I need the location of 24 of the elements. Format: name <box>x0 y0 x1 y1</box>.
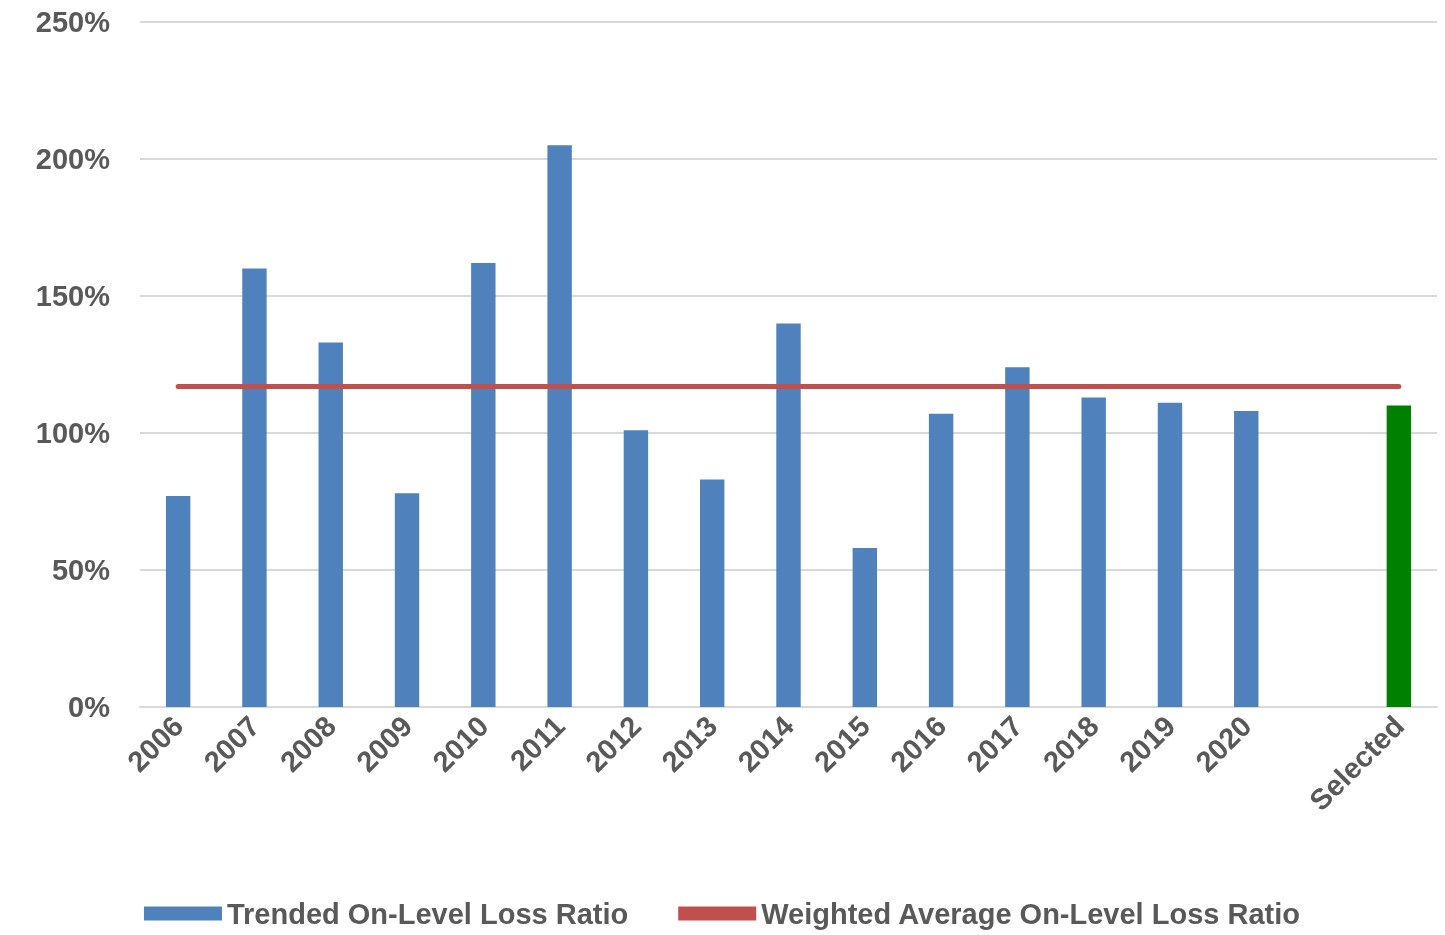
y-tick-label: 150% <box>35 280 111 312</box>
y-tick-label: 250% <box>35 6 111 38</box>
y-tick-label: 0% <box>68 691 111 723</box>
bar <box>1157 402 1183 707</box>
bar <box>1234 411 1259 707</box>
legend-label: Weighted Average On-Level Loss Ratio <box>761 897 1300 930</box>
bar <box>242 268 267 707</box>
bar <box>623 430 649 707</box>
bar <box>394 493 420 707</box>
bar <box>1386 405 1412 707</box>
bar <box>1005 367 1030 707</box>
y-tick-label: 200% <box>35 143 111 175</box>
legend-label: Trended On-Level Loss Ratio <box>226 897 629 930</box>
y-tick-label: 50% <box>51 554 111 586</box>
bar <box>1081 397 1106 707</box>
bar <box>318 342 343 707</box>
bar <box>547 145 572 707</box>
y-tick-label: 100% <box>35 417 111 449</box>
bar <box>471 263 496 707</box>
bar <box>700 479 725 707</box>
bar <box>165 496 191 707</box>
bar <box>928 413 954 707</box>
bar <box>776 323 801 707</box>
bar <box>852 548 877 707</box>
